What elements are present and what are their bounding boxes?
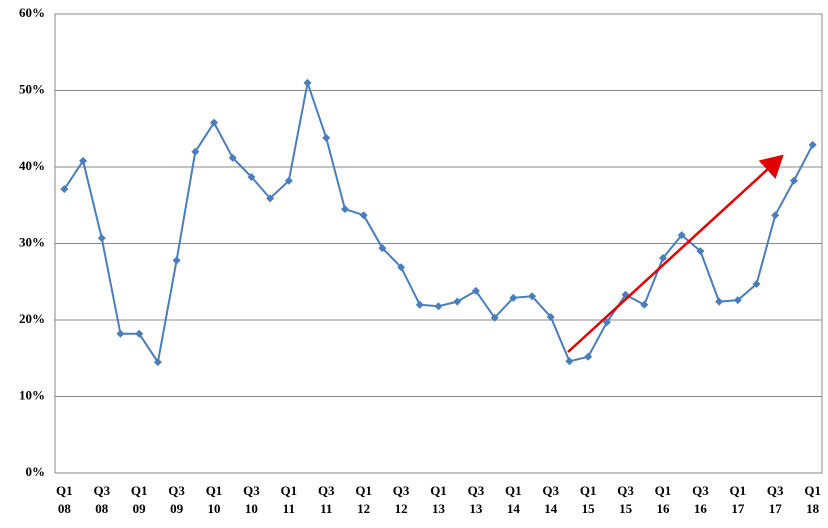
point-marker	[509, 293, 518, 302]
point-marker	[733, 296, 742, 305]
point-marker	[284, 176, 293, 185]
x-tick-label: Q3 10	[243, 483, 260, 516]
point-marker	[640, 300, 649, 309]
point-marker	[789, 176, 798, 185]
point-marker	[528, 292, 537, 301]
y-tick-label: 50%	[19, 81, 45, 96]
x-tick-label: Q3 17	[766, 483, 784, 516]
point-marker	[715, 297, 724, 306]
x-tick-label: Q1 13	[430, 483, 447, 516]
y-tick-label: 30%	[19, 234, 45, 249]
x-tick-label: Q3 13	[467, 483, 485, 516]
x-tick-label: Q1 15	[579, 483, 597, 516]
point-marker	[490, 313, 499, 322]
x-tick-label: Q1 11	[280, 483, 298, 516]
x-tick-label: Q3 11	[317, 483, 335, 516]
x-tick-label: Q3 15	[617, 483, 634, 516]
point-marker	[135, 329, 144, 338]
point-marker	[471, 286, 480, 295]
x-tick-label: Q1 10	[205, 483, 223, 516]
y-tick-label: 10%	[19, 387, 45, 402]
point-marker	[565, 357, 574, 366]
x-tick-label: Q3 08	[93, 483, 111, 516]
point-marker	[434, 302, 443, 311]
point-marker	[696, 247, 705, 256]
point-marker	[97, 234, 106, 243]
y-tick-label: 0%	[26, 464, 46, 479]
point-marker	[378, 244, 387, 253]
x-tick-label: Q3 16	[692, 483, 709, 516]
x-tick-label: Q1 18	[804, 483, 821, 516]
point-marker	[247, 172, 256, 181]
point-marker	[228, 153, 237, 162]
point-marker	[602, 318, 611, 327]
y-tick-label: 40%	[19, 158, 45, 173]
y-tick-label: 60%	[19, 5, 45, 20]
point-marker	[546, 312, 555, 321]
point-marker	[322, 133, 331, 142]
point-marker	[677, 231, 686, 240]
point-marker	[658, 254, 667, 263]
point-marker	[303, 78, 312, 87]
point-marker	[266, 194, 275, 203]
point-marker	[397, 263, 406, 272]
x-tick-label: Q3 09	[168, 483, 185, 516]
point-marker	[79, 156, 88, 165]
point-marker	[808, 140, 817, 149]
x-tick-label: Q1 17	[729, 483, 747, 516]
point-marker	[359, 211, 368, 220]
point-marker	[153, 358, 162, 367]
point-marker	[415, 300, 424, 309]
x-tick-label: Q1 16	[654, 483, 672, 516]
x-tick-label: Q1 12	[355, 483, 372, 516]
point-marker	[752, 280, 761, 289]
point-marker	[60, 185, 69, 194]
point-marker	[584, 352, 593, 361]
point-marker	[116, 329, 125, 338]
x-tick-label: Q1 14	[505, 483, 522, 516]
point-marker	[453, 297, 462, 306]
point-marker	[191, 147, 200, 156]
x-tick-label: Q3 14	[542, 483, 560, 516]
trend-arrow	[567, 154, 784, 353]
point-marker	[210, 118, 219, 127]
y-tick-label: 20%	[19, 311, 45, 326]
point-marker	[172, 256, 181, 265]
x-tick-label: Q3 12	[392, 483, 410, 516]
plot-border	[54, 13, 823, 474]
point-marker	[340, 205, 349, 214]
x-tick-label: Q1 09	[130, 483, 148, 516]
x-tick-label: Q1 08	[56, 483, 73, 516]
point-marker	[771, 211, 780, 220]
